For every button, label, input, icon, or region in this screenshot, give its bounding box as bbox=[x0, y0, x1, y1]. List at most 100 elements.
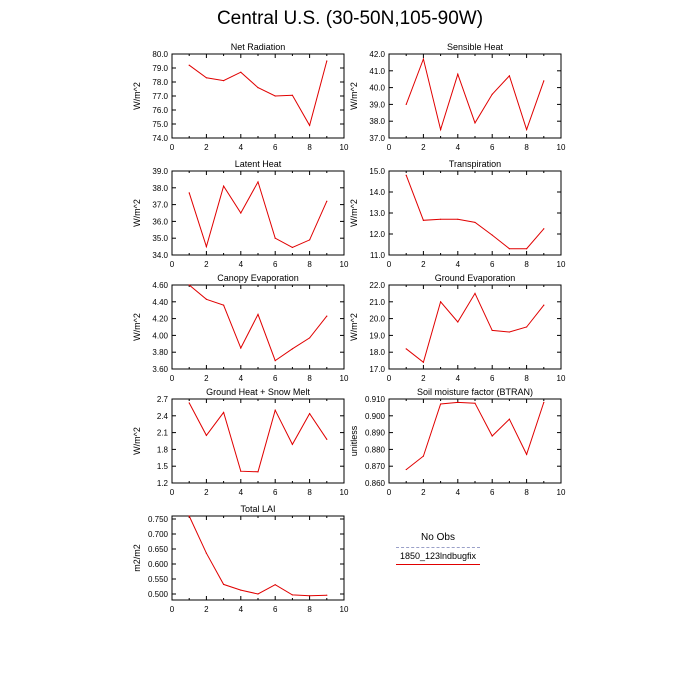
y-tick-label: 79.0 bbox=[152, 64, 168, 73]
y-axis-label: W/m^2 bbox=[132, 427, 142, 455]
y-tick-label: 40.0 bbox=[369, 84, 385, 93]
data-point bbox=[309, 124, 311, 126]
x-tick-label: 4 bbox=[239, 374, 244, 383]
chart-panel-5: Canopy Evaporation W/m^2 0 2 4 6 8 10 3.60 3.80 4.… bbox=[132, 273, 349, 383]
x-tick-label: 2 bbox=[421, 143, 426, 152]
data-point bbox=[291, 594, 293, 596]
data-point bbox=[526, 453, 528, 456]
legend-model-line bbox=[396, 564, 480, 565]
x-tick-label: 6 bbox=[273, 374, 278, 383]
data-point bbox=[440, 218, 442, 220]
x-tick-label: 6 bbox=[273, 260, 278, 269]
data-point bbox=[405, 174, 407, 176]
y-tick-label: 4.20 bbox=[152, 315, 168, 324]
data-point bbox=[326, 315, 328, 317]
data-point bbox=[188, 64, 190, 66]
data-point bbox=[291, 94, 293, 96]
y-tick-label: 4.00 bbox=[152, 331, 168, 340]
chart-panel-7: Ground Heat + Snow Melt W/m^2 0 2 4 6 8 10 1.2 1.… bbox=[132, 387, 349, 497]
data-point bbox=[474, 292, 476, 294]
figure-title: Central U.S. (30-50N,105-90W) bbox=[216, 8, 484, 29]
y-tick-label: 76.0 bbox=[152, 106, 168, 115]
data-point bbox=[223, 185, 225, 187]
data-point bbox=[309, 239, 311, 241]
data-point bbox=[491, 93, 493, 95]
y-axis-label: W/m^2 bbox=[132, 199, 142, 227]
data-point bbox=[440, 301, 442, 303]
panel-title: Total LAI bbox=[240, 504, 275, 514]
data-point bbox=[422, 361, 424, 363]
series-line bbox=[188, 180, 328, 249]
x-tick-label: 0 bbox=[387, 488, 392, 497]
y-tick-label: 0.900 bbox=[365, 412, 386, 421]
y-tick-label: 41.0 bbox=[369, 67, 385, 76]
data-point bbox=[274, 237, 276, 239]
data-point bbox=[491, 435, 493, 437]
series-line bbox=[405, 401, 545, 470]
data-point bbox=[457, 401, 459, 403]
data-point bbox=[326, 438, 328, 440]
y-tick-label: 37.0 bbox=[369, 134, 385, 143]
series-line bbox=[405, 292, 545, 364]
x-tick-label: 4 bbox=[456, 488, 461, 497]
x-tick-label: 8 bbox=[524, 374, 529, 383]
x-tick-label: 8 bbox=[307, 143, 312, 152]
x-tick-label: 2 bbox=[204, 374, 209, 383]
x-tick-label: 4 bbox=[456, 374, 461, 383]
y-tick-label: 13.0 bbox=[369, 209, 385, 218]
data-point bbox=[440, 403, 442, 405]
y-tick-label: 0.910 bbox=[365, 395, 386, 404]
x-tick-label: 4 bbox=[456, 260, 461, 269]
x-tick-label: 0 bbox=[387, 374, 392, 383]
y-tick-label: 2.7 bbox=[157, 395, 169, 404]
x-tick-label: 10 bbox=[340, 374, 349, 383]
data-point bbox=[405, 103, 407, 105]
x-tick-label: 2 bbox=[204, 260, 209, 269]
data-point bbox=[223, 304, 225, 306]
plot-frame bbox=[388, 170, 562, 256]
x-tick-label: 10 bbox=[340, 488, 349, 497]
data-point bbox=[223, 583, 225, 586]
data-point bbox=[205, 77, 207, 79]
data-point bbox=[240, 347, 242, 349]
data-point bbox=[508, 248, 510, 250]
data-point bbox=[257, 471, 259, 473]
x-tick-label: 2 bbox=[421, 374, 426, 383]
series-line bbox=[188, 60, 328, 127]
legend-obs-line bbox=[396, 547, 480, 548]
data-point bbox=[274, 409, 276, 411]
x-tick-label: 10 bbox=[557, 143, 566, 152]
y-tick-label: 0.500 bbox=[148, 590, 169, 599]
data-point bbox=[205, 298, 207, 300]
plot-frame bbox=[388, 53, 562, 139]
data-point bbox=[422, 58, 424, 60]
x-tick-label: 0 bbox=[387, 143, 392, 152]
data-point bbox=[405, 348, 407, 350]
x-tick-label: 10 bbox=[557, 260, 566, 269]
x-tick-label: 6 bbox=[490, 260, 495, 269]
data-point bbox=[291, 348, 293, 350]
data-point bbox=[205, 246, 207, 248]
data-point bbox=[543, 228, 545, 230]
x-tick-label: 4 bbox=[456, 143, 461, 152]
y-tick-label: 38.0 bbox=[369, 117, 385, 126]
chart-panel-2: Sensible Heat W/m^2 0 2 4 6 8 10 37.0 38.0 39.0 40.… bbox=[349, 42, 566, 152]
plot-frame bbox=[171, 515, 345, 601]
y-tick-label: 12.0 bbox=[369, 230, 385, 239]
data-point bbox=[491, 329, 493, 331]
panel-title: Sensible Heat bbox=[447, 42, 504, 52]
series-line bbox=[405, 57, 545, 132]
data-point bbox=[188, 284, 190, 286]
chart-panel-4: Transpiration W/m^2 0 2 4 6 8 10 11.0 12.0 13.0 14.… bbox=[349, 159, 566, 269]
data-point bbox=[543, 401, 545, 403]
chart-panel-8: Soil moisture factor (BTRAN) unitless 0 2 4 6… bbox=[349, 387, 566, 497]
legend-model-label: 1850_123lndbugfix bbox=[399, 551, 477, 561]
y-tick-label: 4.60 bbox=[152, 281, 168, 290]
x-tick-label: 4 bbox=[239, 605, 244, 614]
x-tick-label: 0 bbox=[170, 374, 175, 383]
data-point bbox=[422, 219, 424, 221]
x-tick-label: 0 bbox=[170, 143, 175, 152]
y-tick-label: 39.0 bbox=[369, 100, 385, 109]
x-tick-label: 4 bbox=[239, 260, 244, 269]
